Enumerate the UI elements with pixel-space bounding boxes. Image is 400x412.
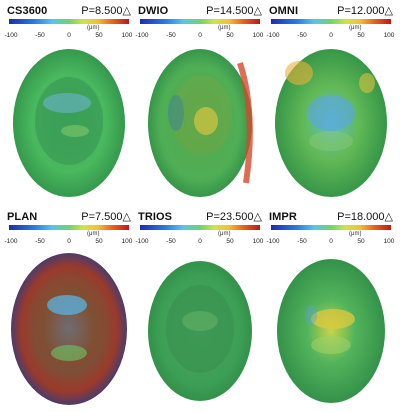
tick-label: 0 xyxy=(329,238,333,245)
tick-label: -100 xyxy=(266,32,280,39)
panel-title: OMNI xyxy=(269,5,299,17)
scale-ticks: -100 -50 0 50 100 xyxy=(4,238,133,246)
tick-label: -50 xyxy=(166,238,176,245)
tick-label: 0 xyxy=(67,32,71,39)
panel-title: PLAN xyxy=(7,211,38,223)
panel-p-value: P=18.000△ xyxy=(337,211,393,223)
tick-label: 0 xyxy=(329,32,333,39)
panel-p-value: P=7.500△ xyxy=(81,211,131,223)
deviation-map-image xyxy=(267,43,395,201)
tick-label: 50 xyxy=(357,238,365,245)
deviation-map-image xyxy=(136,43,264,201)
scale-ticks: -100 -50 0 50 100 xyxy=(135,238,264,246)
deviation-map-image xyxy=(5,43,133,201)
scale-ticks: -100 -50 0 50 100 xyxy=(266,238,395,246)
panel-title: DWIO xyxy=(138,5,169,17)
color-scale: (μm) -100 -50 0 50 100 xyxy=(266,19,395,41)
panel-p-value: P=14.500△ xyxy=(206,5,262,17)
tick-label: -50 xyxy=(297,238,307,245)
tick-label: 100 xyxy=(252,238,264,245)
panel-header: DWIO P=14.500△ xyxy=(136,5,264,17)
scale-unit: (μm) xyxy=(87,231,100,237)
panel-p-value: P=12.000△ xyxy=(337,5,393,17)
scale-ticks: -100 -50 0 50 100 xyxy=(266,32,395,40)
scale-unit: (μm) xyxy=(218,25,231,31)
panel-dwio: DWIO P=14.500△ (μm) -100 -50 0 50 100 xyxy=(135,5,264,201)
panel-header: OMNI P=12.000△ xyxy=(267,5,395,17)
scale-ticks: -100 -50 0 50 100 xyxy=(4,32,133,40)
tick-label: 100 xyxy=(121,32,133,39)
scale-unit: (μm) xyxy=(349,25,362,31)
tick-label: -50 xyxy=(166,32,176,39)
tick-label: 100 xyxy=(252,32,264,39)
tick-label: -100 xyxy=(266,238,280,245)
tick-label: 50 xyxy=(95,238,103,245)
tick-label: 100 xyxy=(383,32,395,39)
tick-label: -50 xyxy=(35,238,45,245)
scale-unit: (μm) xyxy=(349,231,362,237)
panel-impr: IMPR P=18.000△ (μm) -100 -50 0 50 100 xyxy=(266,211,395,407)
tick-label: 100 xyxy=(121,238,133,245)
color-scale: (μm) -100 -50 0 50 100 xyxy=(4,225,133,247)
color-bar xyxy=(140,225,260,230)
tick-label: 50 xyxy=(226,32,234,39)
tick-label: -100 xyxy=(4,32,18,39)
panel-omni: OMNI P=12.000△ (μm) -100 -50 0 50 100 xyxy=(266,5,395,201)
figure: CS3600 P=8.500△ (μm) -100 -50 0 50 100 xyxy=(4,5,395,407)
scale-ticks: -100 -50 0 50 100 xyxy=(135,32,264,40)
deviation-map-image xyxy=(5,249,133,407)
panel-title: TRIOS xyxy=(138,211,173,223)
deviation-map-image xyxy=(136,249,264,407)
tick-label: 50 xyxy=(95,32,103,39)
tick-label: -50 xyxy=(35,32,45,39)
tick-label: 50 xyxy=(226,238,234,245)
color-scale: (μm) -100 -50 0 50 100 xyxy=(135,19,264,41)
tick-label: 50 xyxy=(357,32,365,39)
panel-title: CS3600 xyxy=(7,5,48,17)
tick-label: 100 xyxy=(383,238,395,245)
panel-title: IMPR xyxy=(269,211,297,223)
color-scale: (μm) -100 -50 0 50 100 xyxy=(135,225,264,247)
tick-label: 0 xyxy=(67,238,71,245)
color-bar xyxy=(9,19,129,24)
panel-cs3600: CS3600 P=8.500△ (μm) -100 -50 0 50 100 xyxy=(4,5,133,201)
panel-header: TRIOS P=23.500△ xyxy=(136,211,264,223)
tick-label: -100 xyxy=(135,238,149,245)
tick-label: 0 xyxy=(198,238,202,245)
scale-unit: (μm) xyxy=(87,25,100,31)
deviation-map-image xyxy=(267,249,395,407)
color-bar xyxy=(271,19,391,24)
tick-label: 0 xyxy=(198,32,202,39)
scale-unit: (μm) xyxy=(218,231,231,237)
color-bar xyxy=(140,19,260,24)
panel-plan: PLAN P=7.500△ (μm) -100 -50 0 50 100 xyxy=(4,211,133,407)
panel-p-value: P=23.500△ xyxy=(206,211,262,223)
panel-header: PLAN P=7.500△ xyxy=(5,211,133,223)
color-scale: (μm) -100 -50 0 50 100 xyxy=(266,225,395,247)
color-bar xyxy=(271,225,391,230)
tick-label: -50 xyxy=(297,32,307,39)
panel-header: IMPR P=18.000△ xyxy=(267,211,395,223)
panel-p-value: P=8.500△ xyxy=(81,5,131,17)
panel-header: CS3600 P=8.500△ xyxy=(5,5,133,17)
color-scale: (μm) -100 -50 0 50 100 xyxy=(4,19,133,41)
panel-trios: TRIOS P=23.500△ (μm) -100 -50 0 50 100 xyxy=(135,211,264,407)
tick-label: -100 xyxy=(4,238,18,245)
tick-label: -100 xyxy=(135,32,149,39)
color-bar xyxy=(9,225,129,230)
